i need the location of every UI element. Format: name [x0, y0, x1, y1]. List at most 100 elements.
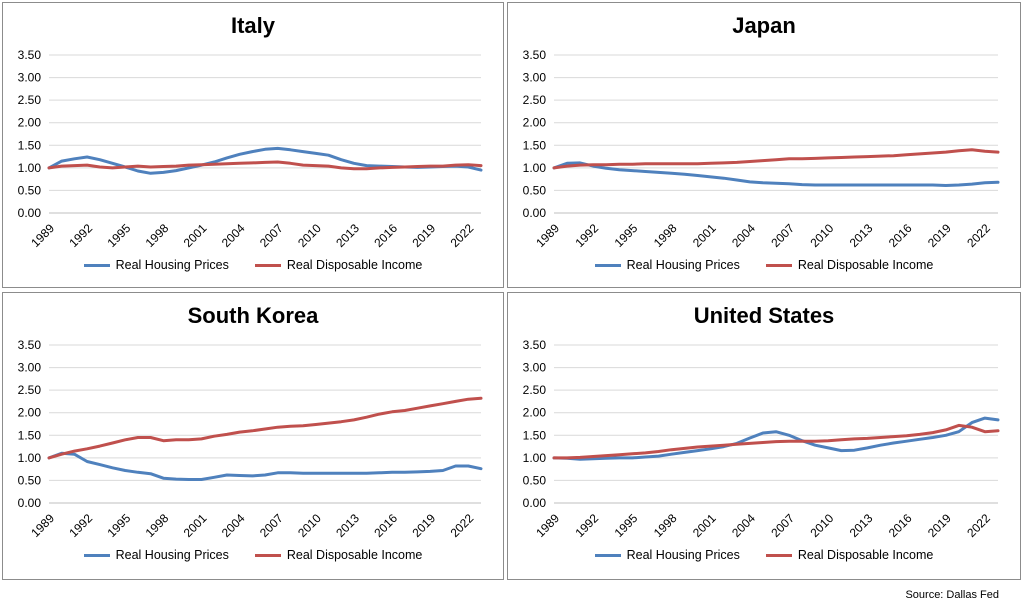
- y-tick-label: 2.00: [18, 406, 42, 420]
- legend-label-income: Real Disposable Income: [286, 548, 423, 562]
- chart-plot: 0.00 0.50 1.00 1.50 2.00 2.50 3.00 3.50 1989 1992…: [18, 48, 483, 250]
- legend-item-income: Real Disposable Income: [765, 548, 934, 562]
- legend-swatch-income: [765, 263, 792, 267]
- y-tick-label: 3.50: [18, 338, 42, 352]
- legend-swatch-housing: [83, 553, 110, 557]
- chart-legend: Real Housing Prices Real Disposable Inco…: [508, 548, 1020, 562]
- chart-panel-south-korea: South Korea 0.00 0.50 1.00 1.50 2.00 2.50 3.00…: [2, 292, 504, 580]
- x-tick-label: 1989: [533, 221, 562, 250]
- x-tick-label: 1995: [105, 511, 134, 540]
- y-tick-label: 3.00: [18, 71, 42, 85]
- chart-legend: Real Housing Prices Real Disposable Inco…: [3, 258, 503, 272]
- y-tick-label: 3.50: [18, 48, 42, 62]
- y-tick-label: 3.50: [523, 338, 547, 352]
- chart-legend: Real Housing Prices Real Disposable Inco…: [3, 548, 503, 562]
- x-tick-label: 2013: [847, 221, 876, 250]
- legend-swatch-housing: [594, 263, 621, 267]
- y-tick-label: 2.50: [18, 93, 42, 107]
- x-tick-label: 2007: [768, 511, 797, 540]
- x-tick-label: 1998: [143, 511, 172, 540]
- y-tick-label: 3.00: [18, 361, 42, 375]
- y-tick-label: 1.00: [523, 451, 547, 465]
- x-tick-label: 1989: [533, 511, 562, 540]
- x-tick-label: 2010: [295, 221, 324, 250]
- x-tick-label: 1995: [105, 221, 134, 250]
- legend-label-income: Real Disposable Income: [797, 548, 934, 562]
- x-tick-label: 2001: [690, 511, 719, 540]
- x-tick-label: 2013: [847, 511, 876, 540]
- y-tick-label: 2.00: [523, 116, 547, 130]
- legend-item-housing: Real Housing Prices: [594, 258, 740, 272]
- x-tick-label: 1989: [28, 221, 57, 250]
- x-tick-label: 2007: [768, 221, 797, 250]
- x-tick-label: 1995: [612, 221, 641, 250]
- series-line-housing: [47, 146, 483, 175]
- y-tick-label: 2.00: [523, 406, 547, 420]
- x-tick-label: 2004: [729, 221, 758, 250]
- x-tick-label: 2001: [181, 511, 210, 540]
- x-tick-label: 2004: [219, 221, 248, 250]
- source-note: Source: Dallas Fed: [905, 589, 999, 601]
- chart-legend: Real Housing Prices Real Disposable Inco…: [508, 258, 1020, 272]
- y-tick-label: 0.50: [18, 183, 42, 197]
- chart-plot: 0.00 0.50 1.00 1.50 2.00 2.50 3.00 3.50 1989 1992…: [18, 338, 483, 540]
- x-tick-label: 1998: [143, 221, 172, 250]
- y-tick-label: 1.00: [18, 451, 42, 465]
- x-tick-label: 2016: [886, 511, 915, 540]
- legend-swatch-housing: [83, 263, 110, 267]
- y-tick-label: 2.00: [18, 116, 42, 130]
- x-tick-label: 1992: [66, 221, 95, 250]
- legend-item-housing: Real Housing Prices: [594, 548, 740, 562]
- y-tick-label: 3.00: [523, 361, 547, 375]
- x-tick-label: 2004: [729, 511, 758, 540]
- chart-panel-japan: Japan 0.00 0.50 1.00 1.50 2.00 2.50 3.00 3.50 19…: [507, 2, 1021, 288]
- x-tick-label: 2004: [219, 511, 248, 540]
- legend-label-housing: Real Housing Prices: [626, 258, 740, 272]
- x-tick-label: 1992: [66, 511, 95, 540]
- legend-swatch-income: [254, 263, 281, 267]
- x-tick-label: 2010: [808, 511, 837, 540]
- series-line-income: [47, 160, 483, 171]
- legend-swatch-income: [765, 553, 792, 557]
- x-tick-label: 2022: [448, 221, 477, 250]
- x-tick-label: 2007: [257, 511, 286, 540]
- x-tick-label: 2019: [409, 511, 438, 540]
- chart-panel-united-states: United States 0.00 0.50 1.00 1.50 2.00 2.50 3.…: [507, 292, 1021, 580]
- x-tick-label: 2010: [808, 221, 837, 250]
- y-tick-label: 1.50: [523, 428, 547, 442]
- x-tick-label: 2019: [925, 221, 954, 250]
- legend-item-income: Real Disposable Income: [254, 548, 423, 562]
- legend-label-income: Real Disposable Income: [797, 258, 934, 272]
- series-line-income: [47, 396, 483, 460]
- x-tick-label: 2022: [448, 511, 477, 540]
- x-tick-label: 2001: [690, 221, 719, 250]
- y-tick-label: 0.00: [523, 206, 547, 220]
- y-tick-label: 2.50: [523, 383, 547, 397]
- x-tick-label: 2010: [295, 511, 324, 540]
- chart-plot: 0.00 0.50 1.00 1.50 2.00 2.50 3.00 3.50 1989 1992…: [523, 48, 1000, 250]
- chart-title: Japan: [732, 13, 796, 38]
- y-tick-label: 1.50: [523, 138, 547, 152]
- x-tick-label: 2022: [964, 221, 993, 250]
- x-tick-label: 2016: [371, 221, 400, 250]
- legend-item-housing: Real Housing Prices: [83, 258, 229, 272]
- x-tick-label: 1995: [612, 511, 641, 540]
- legend-item-income: Real Disposable Income: [254, 258, 423, 272]
- y-tick-label: 0.00: [18, 206, 42, 220]
- y-tick-label: 0.50: [523, 183, 547, 197]
- series-line-income: [552, 423, 1000, 460]
- legend-label-income: Real Disposable Income: [286, 258, 423, 272]
- chart-title: South Korea: [187, 303, 319, 328]
- y-tick-label: 0.50: [523, 473, 547, 487]
- chart-plot: 0.00 0.50 1.00 1.50 2.00 2.50 3.00 3.50 1989 1992…: [523, 338, 1000, 540]
- x-tick-label: 1989: [28, 511, 57, 540]
- x-tick-label: 1992: [572, 511, 601, 540]
- y-tick-label: 2.50: [523, 93, 547, 107]
- y-tick-label: 0.50: [18, 473, 42, 487]
- x-tick-label: 2013: [333, 221, 362, 250]
- series-line-housing: [552, 161, 1000, 187]
- x-tick-label: 2016: [371, 511, 400, 540]
- series-line-income: [552, 148, 1000, 170]
- x-tick-label: 1992: [572, 221, 601, 250]
- x-tick-label: 1998: [651, 221, 680, 250]
